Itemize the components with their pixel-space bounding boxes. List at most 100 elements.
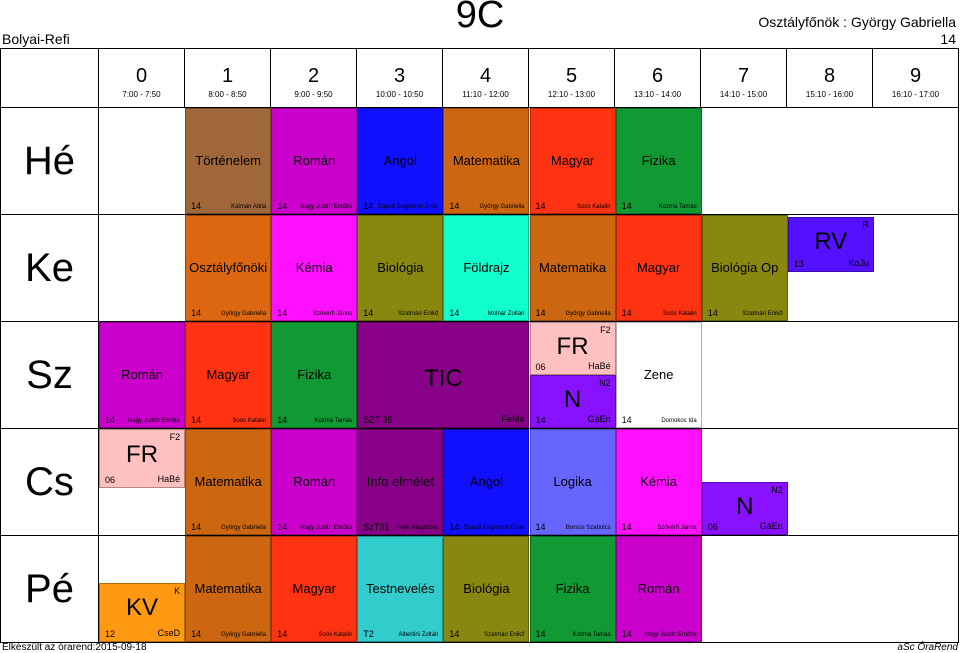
period-header: 6 13:10 - 14:00 bbox=[614, 48, 701, 108]
lesson-subject: Román bbox=[293, 473, 336, 489]
lesson-group: R bbox=[862, 220, 869, 230]
lesson-card[interactable]: KV 12 CseD K bbox=[99, 582, 186, 642]
home-room-number: 14 bbox=[940, 31, 956, 47]
lesson-card[interactable]: Román 14 Nagy Judith Emőke bbox=[271, 429, 358, 535]
period-header: 8 15:10 - 16:00 bbox=[786, 48, 873, 108]
lesson-subject: FR bbox=[556, 332, 589, 360]
lesson-card[interactable]: Kémia 14 Szövérfi János bbox=[271, 215, 358, 321]
lesson-subject: Fizika bbox=[297, 366, 332, 382]
lesson-room: 14 bbox=[277, 308, 288, 318]
lesson-card[interactable]: Testnevelés T2 Albertini Zoltán bbox=[357, 536, 444, 642]
lesson-room: 14 bbox=[191, 522, 202, 532]
lesson-room: 14 bbox=[277, 201, 288, 211]
lesson-card[interactable]: Biológia Op 14 Szatmári Enikő bbox=[701, 215, 788, 321]
lesson-room: 14 bbox=[621, 629, 632, 639]
lesson-card[interactable]: Matematika 14 György Gabriella bbox=[529, 215, 616, 321]
lesson-room: 14 bbox=[277, 522, 288, 532]
lesson-teacher: Albertini Zoltán bbox=[398, 632, 439, 638]
lesson-room: 14 bbox=[363, 308, 374, 318]
homeroom-teacher: Osztályfőnök : György Gabriella bbox=[758, 14, 956, 30]
lesson-card[interactable]: Zene 14 Domokos Ida bbox=[615, 322, 702, 428]
lesson-subject: Zene bbox=[643, 366, 674, 382]
lesson-subject: Kémia bbox=[640, 473, 678, 489]
lesson-teacher: Domokos Ida bbox=[661, 418, 697, 424]
lesson-teacher: Szövérfi János bbox=[312, 311, 353, 317]
lesson-card[interactable]: RV 13 KoJu R bbox=[787, 217, 874, 273]
lesson-card[interactable]: Matematika 14 György Gabriella bbox=[185, 536, 272, 642]
lesson-teacher: Soós Katalin bbox=[232, 418, 267, 424]
lesson-card[interactable]: Info elmélet SzT31 Fejér Magdolna bbox=[357, 429, 444, 535]
lesson-room: 06 bbox=[707, 522, 718, 532]
lesson-teacher: Soós Katalin bbox=[576, 204, 611, 210]
lesson-card[interactable]: Magyar 14 Soós Katalin bbox=[529, 108, 616, 214]
lesson-room: 14 bbox=[191, 201, 202, 211]
lesson-card[interactable]: Matematika 14 György Gabriella bbox=[443, 108, 530, 214]
lesson-teacher: Egeső Zsigmond Ervin bbox=[464, 525, 525, 531]
period-header: 9 16:10 - 17:00 bbox=[872, 48, 959, 108]
lesson-subject: Földrajz bbox=[463, 259, 510, 275]
lesson-group: F2 bbox=[600, 325, 611, 335]
lesson-subject: Magyar bbox=[206, 366, 250, 382]
lesson-room: 14 bbox=[105, 415, 116, 425]
day-label: Ke bbox=[0, 214, 99, 322]
lesson-teacher: Szatmári Enikő bbox=[742, 311, 783, 317]
lesson-room: 12 bbox=[105, 628, 116, 639]
lesson-card[interactable]: N 14 GáEn N2 bbox=[529, 375, 616, 428]
lesson-card[interactable]: Fizika 14 Kozma Tamás bbox=[615, 108, 702, 214]
period-header: 0 7:00 - 7:50 bbox=[98, 48, 185, 108]
lesson-card[interactable]: Magyar 14 Soós Katalin bbox=[271, 536, 358, 642]
lesson-card[interactable]: Román 14 Nagy Judith Emőke bbox=[99, 322, 186, 428]
lesson-subject: RV bbox=[814, 227, 848, 255]
lesson-card[interactable]: N 06 GáEn N2 bbox=[701, 482, 788, 535]
lesson-card[interactable]: Angol 14 Egeső Zsigmond Ervin bbox=[357, 108, 444, 214]
lesson-card[interactable]: TIC SZT 35 FeMa bbox=[357, 322, 530, 428]
lesson-card[interactable]: Biológia 14 Szatmári Enikő bbox=[357, 215, 444, 321]
lesson-card[interactable]: Biológia 14 Szatmári Enikő bbox=[443, 536, 530, 642]
lesson-card[interactable]: Magyar 14 Soós Katalin bbox=[185, 322, 272, 428]
lesson-subject: Román bbox=[293, 152, 336, 168]
lesson-subject: Matematika bbox=[452, 152, 521, 168]
lesson-card[interactable]: FR 06 HaBé F2 bbox=[99, 429, 186, 489]
lesson-card[interactable]: Kémia 14 Szövérfi János bbox=[615, 429, 702, 535]
lesson-subject: Biológia bbox=[463, 580, 510, 596]
lesson-card[interactable]: Román 14 Nagy Judith Emőke bbox=[271, 108, 358, 214]
lesson-teacher: György Gabriella bbox=[221, 525, 267, 531]
lesson-teacher: Szövérfi János bbox=[657, 525, 697, 531]
lesson-card[interactable]: Fizika 14 Kozma Tamás bbox=[271, 322, 358, 428]
day-label: Pé bbox=[0, 535, 99, 643]
lesson-subject: Angol bbox=[383, 152, 417, 168]
lesson-teacher: Borsos Szabolcs bbox=[565, 525, 611, 531]
lesson-room: 14 bbox=[277, 415, 288, 425]
school-name: Bolyai-Refi bbox=[2, 31, 70, 47]
lesson-room: SZT 35 bbox=[363, 415, 393, 425]
period-header: 3 10:00 - 10:50 bbox=[356, 48, 443, 108]
lesson-card[interactable]: Magyar 14 Soós Katalin bbox=[615, 215, 702, 321]
lesson-subject: Kémia bbox=[295, 259, 333, 275]
lesson-card[interactable]: Logika 14 Borsos Szabolcs bbox=[529, 429, 616, 535]
period-header: 7 14:10 - 15:00 bbox=[700, 48, 787, 108]
lesson-room: 14 bbox=[621, 308, 632, 318]
lesson-teacher: Kozma Tamás bbox=[658, 204, 697, 210]
lesson-card[interactable]: Matematika 14 György Gabriella bbox=[185, 429, 272, 535]
day-label: Sz bbox=[0, 321, 99, 429]
lesson-subject: Román bbox=[121, 366, 163, 382]
lesson-teacher: György Gabriella bbox=[221, 632, 267, 638]
lesson-card[interactable]: Földrajz 14 Molnár Zoltán bbox=[443, 215, 530, 321]
lesson-teacher: Kozma Tamás bbox=[572, 632, 611, 638]
lesson-room: 06 bbox=[105, 475, 116, 486]
lesson-subject: Történelem bbox=[195, 152, 262, 168]
period-header: 1 8:00 - 8:50 bbox=[184, 48, 271, 108]
lesson-card[interactable]: Osztályfőnöki 14 György Gabriella bbox=[185, 215, 272, 321]
lesson-card[interactable]: Román 14 Nagy Judith Emőke bbox=[615, 536, 702, 642]
lesson-card[interactable]: FR 06 HaBé F2 bbox=[529, 322, 616, 375]
lesson-room: 14 bbox=[191, 308, 202, 318]
lesson-card[interactable]: Fizika 14 Kozma Tamás bbox=[529, 536, 616, 642]
lesson-card[interactable]: Angol 14 Egeső Zsigmond Ervin bbox=[443, 429, 530, 535]
lesson-room: 14 bbox=[535, 629, 546, 639]
lesson-card[interactable]: Történelem 14 Kálmán Attila bbox=[185, 108, 272, 214]
lesson-room: T2 bbox=[363, 629, 374, 639]
lesson-subject: TIC bbox=[424, 365, 463, 392]
lesson-room: 14 bbox=[449, 201, 460, 211]
lesson-teacher: KoJu bbox=[848, 258, 869, 269]
lesson-teacher: Nagy Judith Emőke bbox=[300, 525, 353, 531]
